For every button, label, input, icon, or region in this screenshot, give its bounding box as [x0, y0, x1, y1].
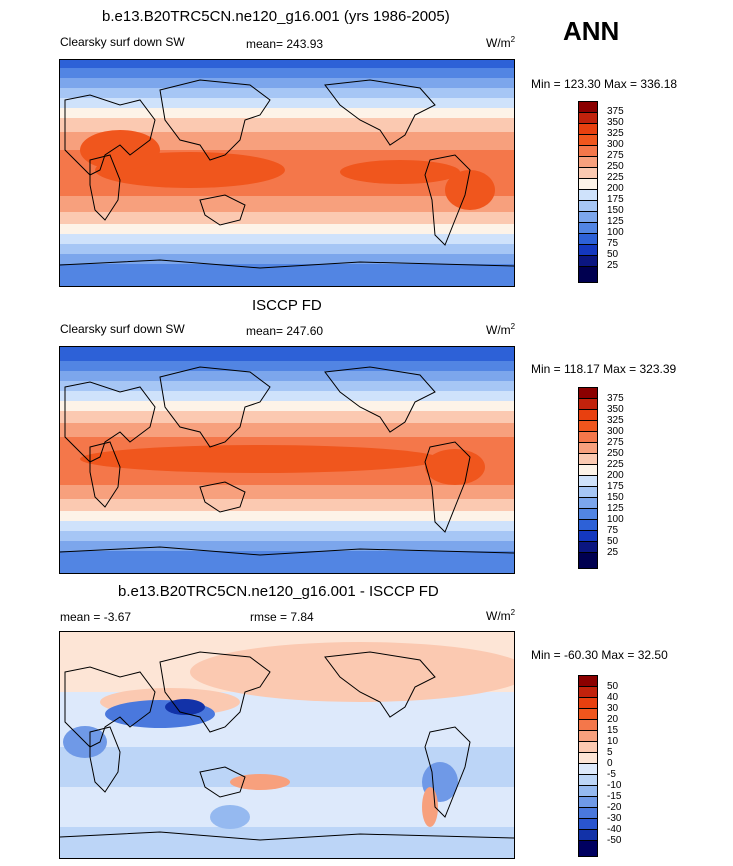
colorbar-tick: 175 [607, 194, 624, 205]
panel3-field [60, 632, 514, 858]
panel2-field [60, 347, 514, 573]
colorbar-tick: -20 [607, 802, 622, 813]
colorbar-tick: 300 [607, 139, 624, 150]
panel1-colorbar [578, 101, 598, 283]
colorbar-tick: -40 [607, 824, 622, 835]
colorbar-tick: 30 [607, 703, 619, 714]
colorbar-tick: 150 [607, 205, 624, 216]
colorbar-tick: 275 [607, 150, 624, 161]
panel1-title: b.e13.B20TRC5CN.ne120_g16.001 (yrs 1986-… [102, 8, 450, 25]
colorbar-tick: 25 [607, 547, 619, 558]
colorbar-tick: 125 [607, 216, 624, 227]
panel2-variable: Clearsky surf down SW [60, 322, 185, 336]
panel3-colorbar [578, 675, 598, 857]
colorbar-tick: 5 [607, 747, 613, 758]
colorbar-tick: 375 [607, 393, 624, 404]
units-exponent: 2 [510, 322, 516, 331]
units-text: W/m [486, 36, 511, 50]
colorbar-tick: 300 [607, 426, 624, 437]
colorbar-tick: 50 [607, 536, 619, 547]
colorbar-tick: 75 [607, 525, 619, 536]
panel2-title: ISCCP FD [252, 297, 322, 314]
colorbar-tick: -10 [607, 780, 622, 791]
panel2-units: W/m2 [486, 322, 515, 337]
panel1-variable: Clearsky surf down SW [60, 35, 185, 49]
colorbar-tick: 225 [607, 459, 624, 470]
units-exponent: 2 [510, 608, 516, 617]
panel1-units: W/m2 [486, 35, 515, 50]
panel1-map [59, 59, 515, 287]
colorbar-tick: 40 [607, 692, 619, 703]
colorbar-tick: 200 [607, 183, 624, 194]
panel3-mean: mean = -3.67 [60, 610, 132, 624]
panel3-map [59, 631, 515, 859]
colorbar-tick: 350 [607, 117, 624, 128]
colorbar-tick: 350 [607, 404, 624, 415]
colorbar-tick: 375 [607, 106, 624, 117]
panel3-minmax: Min = -60.30 Max = 32.50 [531, 648, 668, 662]
colorbar-tick: -15 [607, 791, 622, 802]
colorbar-tick: 100 [607, 514, 624, 525]
season-label: ANN [563, 16, 620, 46]
colorbar-tick: -30 [607, 813, 622, 824]
colorbar-tick: 150 [607, 492, 624, 503]
panel3-rmse: rmse = 7.84 [250, 610, 314, 624]
colorbar-tick: 325 [607, 415, 624, 426]
colorbar-tick: 50 [607, 681, 619, 692]
colorbar-tick: 175 [607, 481, 624, 492]
panel3-title: b.e13.B20TRC5CN.ne120_g16.001 - ISCCP FD [118, 583, 439, 600]
panel2-map [59, 346, 515, 574]
colorbar-tick: -50 [607, 835, 622, 846]
panel1-field [60, 60, 514, 286]
panel2-colorbar [578, 387, 598, 569]
panel1-minmax: Min = 123.30 Max = 336.18 [531, 77, 678, 91]
colorbar-tick: 10 [607, 736, 619, 747]
panel2-minmax: Min = 118.17 Max = 323.39 [531, 362, 677, 376]
colorbar-tick: 225 [607, 172, 624, 183]
colorbar-tick: 15 [607, 725, 619, 736]
colorbar-tick: 250 [607, 448, 624, 459]
colorbar-tick: 275 [607, 437, 624, 448]
colorbar-tick: 25 [607, 260, 619, 271]
units-text: W/m [486, 323, 511, 337]
colorbar-tick: 250 [607, 161, 624, 172]
colorbar-tick: 20 [607, 714, 619, 725]
colorbar-tick: 200 [607, 470, 624, 481]
colorbar-tick: -5 [607, 769, 616, 780]
colorbar-tick: 125 [607, 503, 624, 514]
units-exponent: 2 [510, 35, 516, 44]
colorbar-tick: 100 [607, 227, 624, 238]
panel1-mean: mean= 243.93 [246, 37, 324, 51]
panel2-mean: mean= 247.60 [246, 324, 324, 338]
colorbar-tick: 75 [607, 238, 619, 249]
panel3-units: W/m2 [486, 608, 515, 623]
colorbar-tick: 0 [607, 758, 613, 769]
units-text: W/m [486, 609, 511, 623]
colorbar-tick: 50 [607, 249, 619, 260]
colorbar-tick: 325 [607, 128, 624, 139]
